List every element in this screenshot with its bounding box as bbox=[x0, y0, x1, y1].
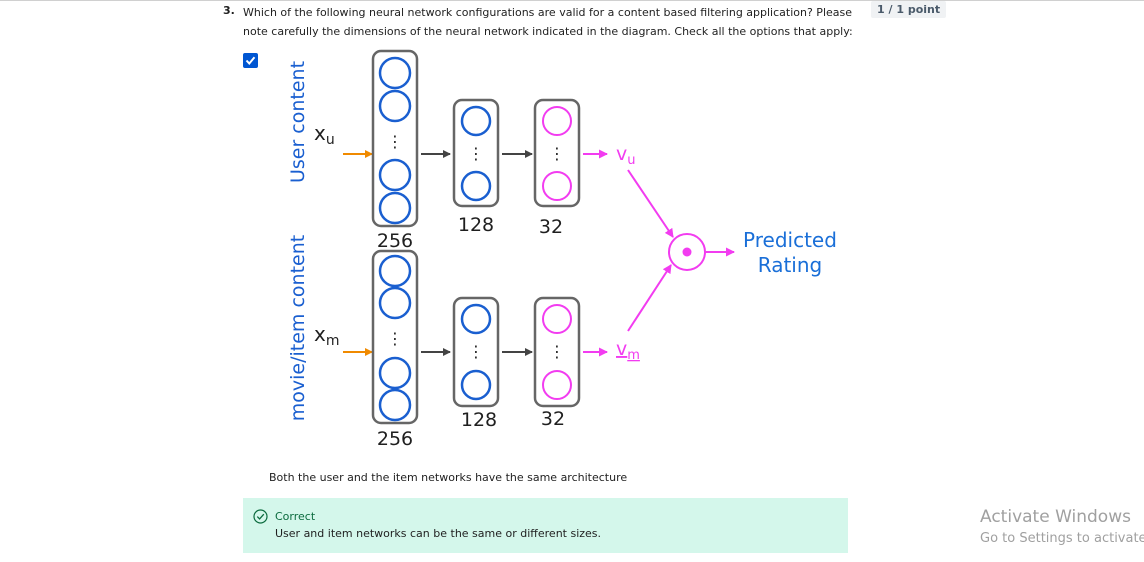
item-input-label: xm bbox=[314, 322, 339, 349]
item-layer-1-neuron bbox=[378, 388, 412, 422]
item-layer-1-size: 256 bbox=[377, 428, 413, 450]
user-layer-1-ellipsis: ⋮ bbox=[387, 132, 403, 151]
user-to-dot-arrow bbox=[627, 169, 674, 238]
user-layer-3-ellipsis: ⋮ bbox=[549, 144, 565, 163]
user-layer-1-neuron bbox=[378, 191, 412, 225]
user-layer-1-neuron bbox=[378, 158, 412, 192]
feedback-message: User and item networks can be the same o… bbox=[275, 527, 602, 540]
item-to-dot-arrow bbox=[627, 264, 672, 332]
predicted-rating-label-line1: Predicted bbox=[743, 228, 837, 252]
user-layer-2-size: 128 bbox=[458, 214, 494, 236]
user-content-label: User content bbox=[287, 61, 309, 183]
user-layer-2-box bbox=[452, 98, 500, 208]
item-layer-2-box bbox=[452, 296, 500, 408]
check-circle-icon bbox=[253, 509, 268, 528]
option-checkbox[interactable] bbox=[243, 53, 258, 68]
item-layer-3-neuron bbox=[542, 304, 572, 334]
item-layer-1-neuron bbox=[378, 286, 412, 320]
predicted-rating-label-line2: Rating bbox=[758, 253, 822, 277]
item-layer-3-neuron bbox=[542, 370, 572, 400]
item-layer-3-box bbox=[533, 296, 581, 408]
item-layer-2-neuron bbox=[460, 303, 492, 335]
item-layer-1-neuron bbox=[378, 254, 412, 288]
user-input-label: xu bbox=[314, 121, 335, 148]
user-layer-3-neuron bbox=[542, 171, 572, 201]
checkmark-icon bbox=[245, 56, 256, 66]
item-layer-1-ellipsis: ⋮ bbox=[387, 329, 403, 348]
network-diagram: User content movie/item content xu ⋮ 256… bbox=[287, 49, 837, 450]
item-layer-2-ellipsis: ⋮ bbox=[468, 342, 484, 361]
user-layer-1-size: 256 bbox=[377, 230, 413, 252]
item-output-label: vm bbox=[616, 338, 640, 363]
user-output-label: vu bbox=[616, 143, 636, 168]
user-layer-2-ellipsis: ⋮ bbox=[468, 144, 484, 163]
user-layer-1-box bbox=[371, 49, 419, 228]
question-text: Which of the following neural network co… bbox=[243, 6, 853, 38]
feedback-status: Correct bbox=[275, 510, 316, 523]
item-layer-1-box bbox=[371, 249, 419, 425]
dot-product-node bbox=[668, 233, 706, 271]
top-divider bbox=[0, 0, 1144, 1]
user-layer-1-neuron bbox=[378, 56, 412, 90]
item-layer-2-neuron bbox=[460, 369, 492, 401]
activation-watermark-subtitle: Go to Settings to activate bbox=[980, 531, 1144, 546]
user-layer-3-size: 32 bbox=[539, 216, 563, 238]
option-caption: Both the user and the item networks have… bbox=[269, 471, 628, 484]
dot-product-symbol bbox=[682, 247, 692, 257]
item-layer-3-ellipsis: ⋮ bbox=[549, 342, 565, 361]
user-layer-2-neuron bbox=[460, 170, 492, 202]
item-layer-1-neuron bbox=[378, 356, 412, 390]
activation-watermark-title: Activate Windows bbox=[980, 507, 1131, 527]
user-layer-2-neuron bbox=[460, 105, 492, 137]
user-layer-3-neuron bbox=[542, 106, 572, 136]
item-layer-2-size: 128 bbox=[461, 409, 497, 431]
user-layer-1-neuron bbox=[378, 89, 412, 123]
feedback-panel bbox=[243, 498, 848, 553]
question-number: 3. bbox=[223, 4, 235, 17]
item-layer-3-size: 32 bbox=[541, 408, 565, 430]
points-badge: 1 / 1 point bbox=[871, 1, 947, 18]
user-layer-3-box bbox=[533, 98, 581, 208]
item-content-label: movie/item content bbox=[287, 235, 309, 421]
